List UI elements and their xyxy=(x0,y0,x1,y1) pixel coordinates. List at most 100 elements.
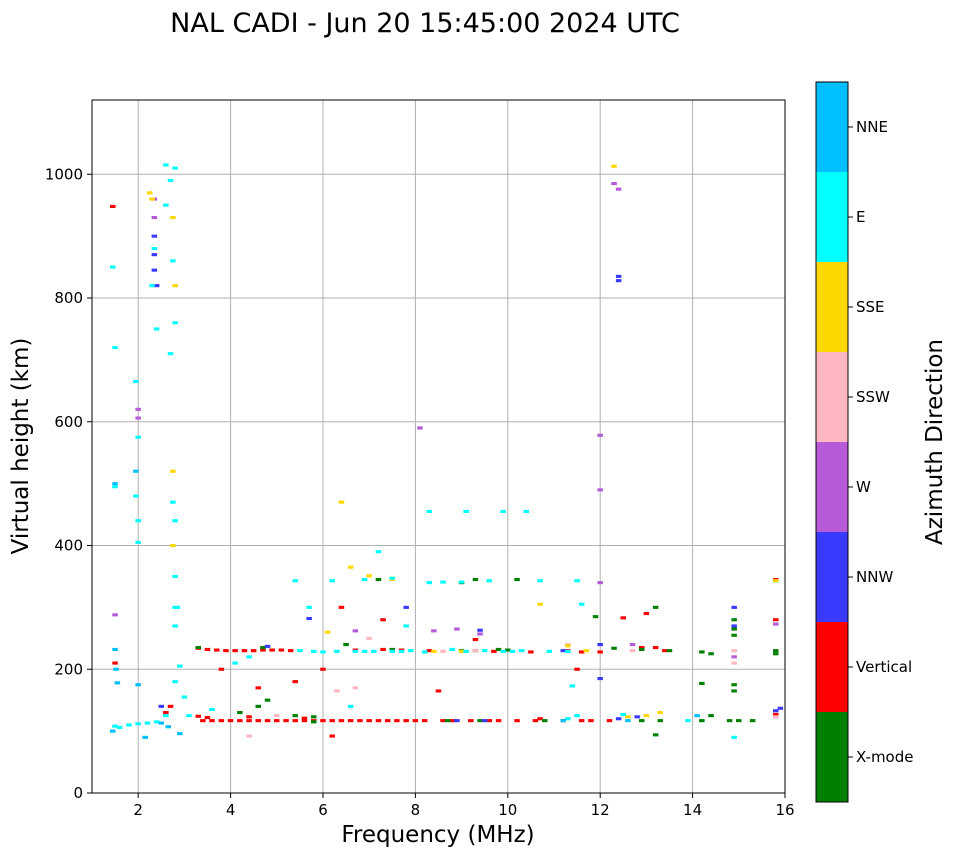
echo-point-w xyxy=(597,488,603,492)
colorbar-tick-label: SSW xyxy=(856,388,890,406)
echo-point-e xyxy=(153,720,160,724)
echo-point-vertical xyxy=(260,648,266,652)
echo-point-e xyxy=(153,327,160,331)
echo-point-vertical xyxy=(449,719,456,723)
echo-point-vertical xyxy=(412,719,419,723)
echo-point-e xyxy=(172,166,178,170)
x-tick-label: 4 xyxy=(226,801,236,819)
echo-point-vertical xyxy=(112,661,118,665)
echo-point-vertical xyxy=(643,612,650,616)
echo-point-sse xyxy=(565,644,571,648)
echo-point-nne xyxy=(133,469,139,473)
echo-point-vertical xyxy=(435,689,442,693)
x-tick-label: 10 xyxy=(498,801,517,819)
echo-point-vertical xyxy=(301,719,308,723)
echo-point-vertical xyxy=(366,719,372,723)
echo-point-w xyxy=(135,416,141,420)
echo-point-x-mode xyxy=(477,719,483,723)
echo-point-e xyxy=(133,380,139,384)
echo-point-e xyxy=(170,500,176,504)
echo-point-vertical xyxy=(532,719,539,723)
echo-point-w xyxy=(615,187,622,191)
echo-point-e xyxy=(172,680,178,684)
echo-point-e xyxy=(292,579,298,583)
echo-point-e xyxy=(569,684,576,688)
echo-point-w xyxy=(352,629,359,633)
echo-point-vertical xyxy=(246,715,252,719)
echo-point-e xyxy=(126,723,132,727)
echo-point-x-mode xyxy=(773,652,779,656)
echo-point-vertical xyxy=(301,716,308,720)
echo-point-vertical xyxy=(394,719,400,723)
echo-point-e xyxy=(232,661,238,665)
echo-point-e xyxy=(463,649,469,653)
echo-point-vertical xyxy=(283,719,289,723)
echo-point-vertical xyxy=(214,648,220,652)
echo-point-nnw xyxy=(615,717,622,721)
x-axis: 2 4 6 8 10 12 14 16 xyxy=(133,793,795,819)
echo-point-nne xyxy=(112,482,118,486)
echo-point-w xyxy=(135,407,141,411)
echo-point-x-mode xyxy=(666,649,673,653)
echo-point-e xyxy=(458,580,465,584)
colorbar-tick-label: W xyxy=(856,478,871,496)
colorbar-tick-label: X-mode xyxy=(856,748,913,766)
echo-point-e xyxy=(731,735,737,739)
echo-point-x-mode xyxy=(505,648,511,652)
colorbar-label: Azimuth Direction xyxy=(922,339,948,545)
grid xyxy=(92,100,786,794)
echo-point-vertical xyxy=(287,649,294,653)
echo-point-x-mode xyxy=(652,605,659,609)
echo-point-ssw xyxy=(731,661,737,665)
echo-point-vertical xyxy=(250,649,257,653)
echo-point-sse xyxy=(170,216,176,220)
echo-point-nnw xyxy=(481,719,488,723)
echo-point-e xyxy=(163,714,169,718)
y-tick-label: 1000 xyxy=(45,165,83,183)
x-axis-label: Frequency (MHz) xyxy=(341,822,534,848)
echo-point-nnw xyxy=(615,279,622,283)
echo-point-sse xyxy=(537,602,543,606)
echo-point-x-mode xyxy=(731,618,737,622)
echo-point-e xyxy=(620,712,626,716)
echo-point-e xyxy=(389,649,395,653)
colorbar-tick-label: Vertical xyxy=(856,658,912,676)
echo-point-x-mode xyxy=(255,704,261,708)
echo-point-e xyxy=(685,719,691,723)
colorbar-segment xyxy=(816,352,848,442)
echo-point-e xyxy=(112,346,118,350)
echo-point-w xyxy=(454,627,460,631)
echo-point-e xyxy=(537,579,543,583)
echo-point-e xyxy=(172,624,178,628)
echo-point-w xyxy=(597,433,603,437)
echo-point-e xyxy=(421,650,428,654)
echo-point-e xyxy=(133,494,139,498)
echo-point-x-mode xyxy=(445,719,451,723)
colorbar-segment xyxy=(816,82,848,172)
echo-point-e xyxy=(172,321,178,325)
echo-point-ssw xyxy=(773,715,779,719)
echo-point-nnw xyxy=(597,643,603,647)
echo-point-e xyxy=(112,724,118,728)
echo-point-nnw xyxy=(151,268,158,272)
echo-point-x-mode xyxy=(708,652,714,656)
echo-point-nne xyxy=(135,683,141,687)
echo-point-nne xyxy=(165,725,171,729)
x-tick-label: 14 xyxy=(683,801,702,819)
echo-point-nnw xyxy=(560,649,566,653)
echo-point-x-mode xyxy=(343,643,349,647)
echo-point-vertical xyxy=(491,649,497,653)
echo-point-vertical xyxy=(167,704,174,708)
echo-point-nnw xyxy=(151,234,158,238)
echo-point-vertical xyxy=(421,719,428,723)
echo-point-sse xyxy=(324,630,331,634)
echo-point-e xyxy=(449,647,456,651)
echo-point-e xyxy=(320,650,326,654)
echo-point-vertical xyxy=(246,719,252,723)
echo-point-vertical xyxy=(292,719,298,723)
colorbar-tick-label: SSE xyxy=(856,298,885,316)
echo-point-vertical xyxy=(574,667,580,671)
echo-point-nnw xyxy=(597,677,603,681)
echo-point-vertical xyxy=(597,650,603,654)
echo-point-vertical xyxy=(255,686,261,690)
